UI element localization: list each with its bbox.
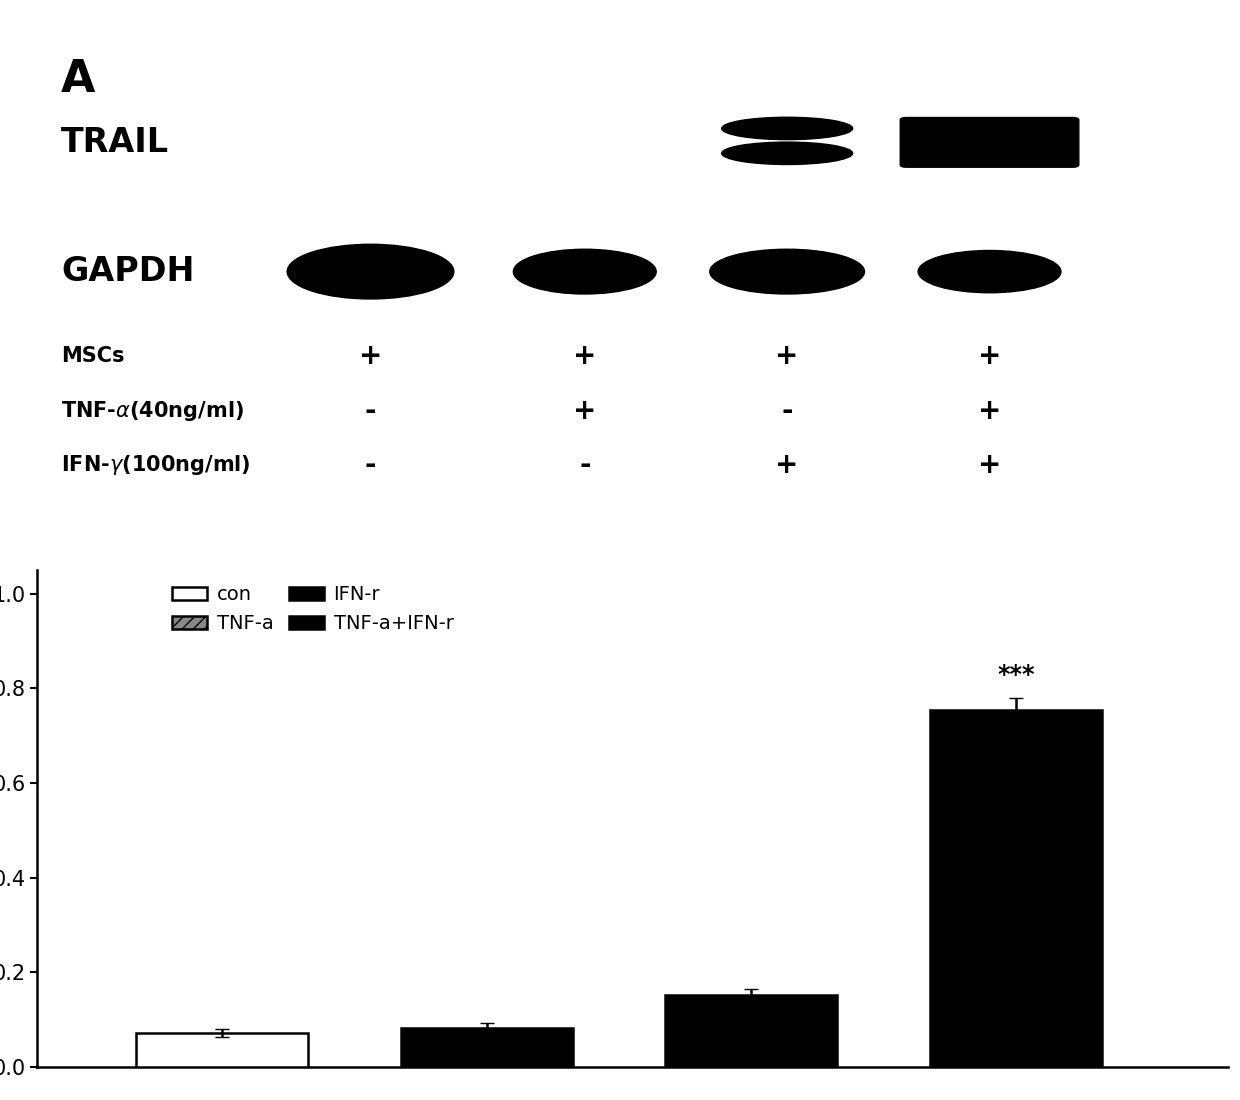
Text: -: - [365,451,376,480]
Text: TNF-$\alpha$(40ng/ml): TNF-$\alpha$(40ng/ml) [61,399,244,422]
Text: A: A [61,58,95,101]
Text: -: - [579,451,590,480]
Ellipse shape [709,250,864,294]
Text: +: + [775,451,799,480]
Ellipse shape [918,251,1061,293]
Ellipse shape [722,142,853,165]
Text: +: + [775,342,799,370]
Text: +: + [573,342,596,370]
Text: +: + [358,342,382,370]
Bar [136,1033,309,1067]
Text: +: + [978,451,1001,480]
Bar [930,710,1102,1067]
Text: +: + [573,397,596,425]
Text: -: - [781,397,792,425]
Text: IFN-$\gamma$(100ng/ml): IFN-$\gamma$(100ng/ml) [61,453,250,477]
Bar [401,1028,573,1067]
Ellipse shape [722,118,853,140]
FancyBboxPatch shape [900,118,1079,167]
Text: ***: *** [997,663,1034,688]
Bar [666,996,837,1067]
Text: +: + [978,342,1001,370]
Text: TRAIL: TRAIL [61,125,169,158]
Text: MSCs: MSCs [61,346,124,366]
Legend: con, TNF-a, IFN-r, TNF-a+IFN-r: con, TNF-a, IFN-r, TNF-a+IFN-r [166,580,459,639]
Ellipse shape [513,250,656,294]
Text: GAPDH: GAPDH [61,255,195,288]
Text: +: + [978,397,1001,425]
Text: -: - [365,397,376,425]
Ellipse shape [288,244,454,299]
